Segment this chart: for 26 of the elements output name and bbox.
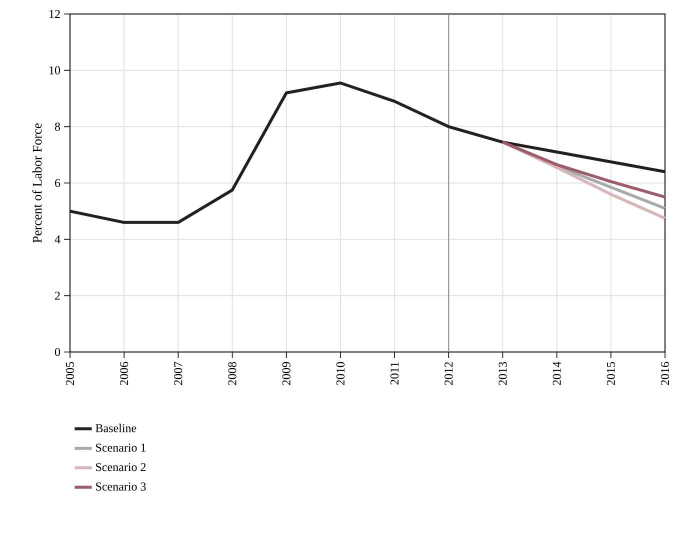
line-series	[501, 140, 667, 199]
x-tick-label: 2008	[228, 362, 236, 385]
y-tick-label: 0	[54, 348, 60, 356]
x-tick-label: 2014	[552, 362, 561, 385]
legend-label: Scenario 2	[96, 463, 146, 472]
legend-label: Scenario 3	[96, 482, 146, 491]
x-tick-label: 2013	[498, 362, 507, 385]
legend-label: Baseline	[96, 424, 136, 432]
x-tick-label: 2015	[606, 362, 615, 385]
y-axis-title: Percent of Labor Force	[32, 123, 42, 243]
y-tick-label: 10	[50, 66, 60, 74]
line-series	[68, 82, 667, 224]
y-tick-label: 6	[55, 178, 60, 188]
y-tick-label: 12	[50, 10, 60, 18]
x-tick-label: 2016	[660, 362, 670, 385]
x-tick-label: 2007	[174, 362, 182, 385]
y-tick-label: 2	[55, 292, 60, 300]
x-tick-label: 2005	[66, 362, 74, 385]
x-tick-label: 2009	[282, 362, 290, 385]
x-tick-label: 2010	[336, 362, 344, 385]
y-tick-label: 8	[54, 122, 60, 131]
y-tick-label: 4	[54, 235, 60, 244]
x-tick-label: 2006	[120, 362, 128, 385]
legend-label: Scenario 1	[96, 444, 146, 452]
x-tick-label: 2012	[444, 362, 453, 385]
x-tick-label: 2011	[390, 362, 399, 385]
